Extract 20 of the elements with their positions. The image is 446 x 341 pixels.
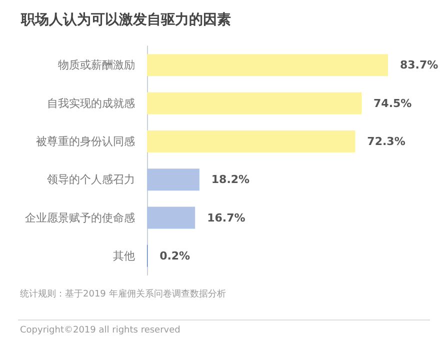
data-label: 18.2% [211, 173, 250, 186]
y-tick-label: 企业愿景赋予的使命感 [25, 211, 135, 224]
y-tick-label: 物质或薪酬激励 [58, 58, 135, 72]
data-label: 74.5% [374, 96, 412, 110]
data-label: 72.3% [367, 134, 406, 148]
data-label: 83.7% [400, 58, 438, 72]
bar [147, 206, 196, 229]
text: Copyright©2019 all rights reserved [20, 326, 180, 336]
bar [147, 54, 388, 76]
chart-title: 职场人认为可以激发自驱力的因素 [20, 12, 231, 28]
text: 统计规则：基于2019 年雇佣关系问卷调查数据分析 [20, 288, 226, 300]
bar [147, 130, 356, 152]
bar [147, 168, 200, 191]
bar [147, 92, 362, 114]
y-tick-label: 其他 [113, 249, 135, 262]
y-tick-label: 自我实现的成就感 [47, 96, 135, 110]
y-tick-label: 领导的个人感召力 [47, 173, 135, 186]
data-label: 0.2% [160, 249, 190, 262]
data-label: 16.7% [207, 211, 246, 224]
y-tick-label: 被尊重的身份认同感 [36, 134, 135, 148]
